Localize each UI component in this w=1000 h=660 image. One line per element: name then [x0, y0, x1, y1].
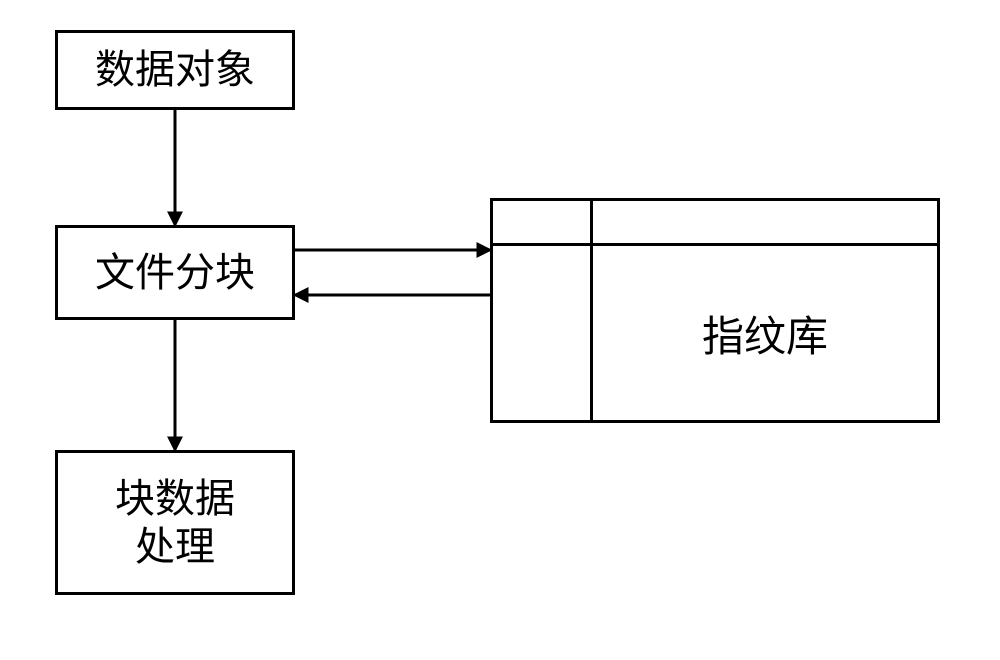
diagram-canvas: 数据对象 文件分块 块数据 处理 指纹库 [0, 0, 1000, 660]
node-data-object: 数据对象 [55, 30, 295, 110]
node-file-chunk-label: 文件分块 [95, 249, 255, 297]
node-fingerprint-db-label: 指纹库 [590, 303, 940, 364]
db-header-divider [490, 243, 940, 246]
node-block-proc-label: 块数据 处理 [115, 475, 235, 571]
node-data-object-label: 数据对象 [95, 46, 255, 94]
node-file-chunk: 文件分块 [55, 225, 295, 320]
node-block-proc: 块数据 处理 [55, 450, 295, 595]
node-fingerprint-db: 指纹库 [490, 198, 940, 423]
